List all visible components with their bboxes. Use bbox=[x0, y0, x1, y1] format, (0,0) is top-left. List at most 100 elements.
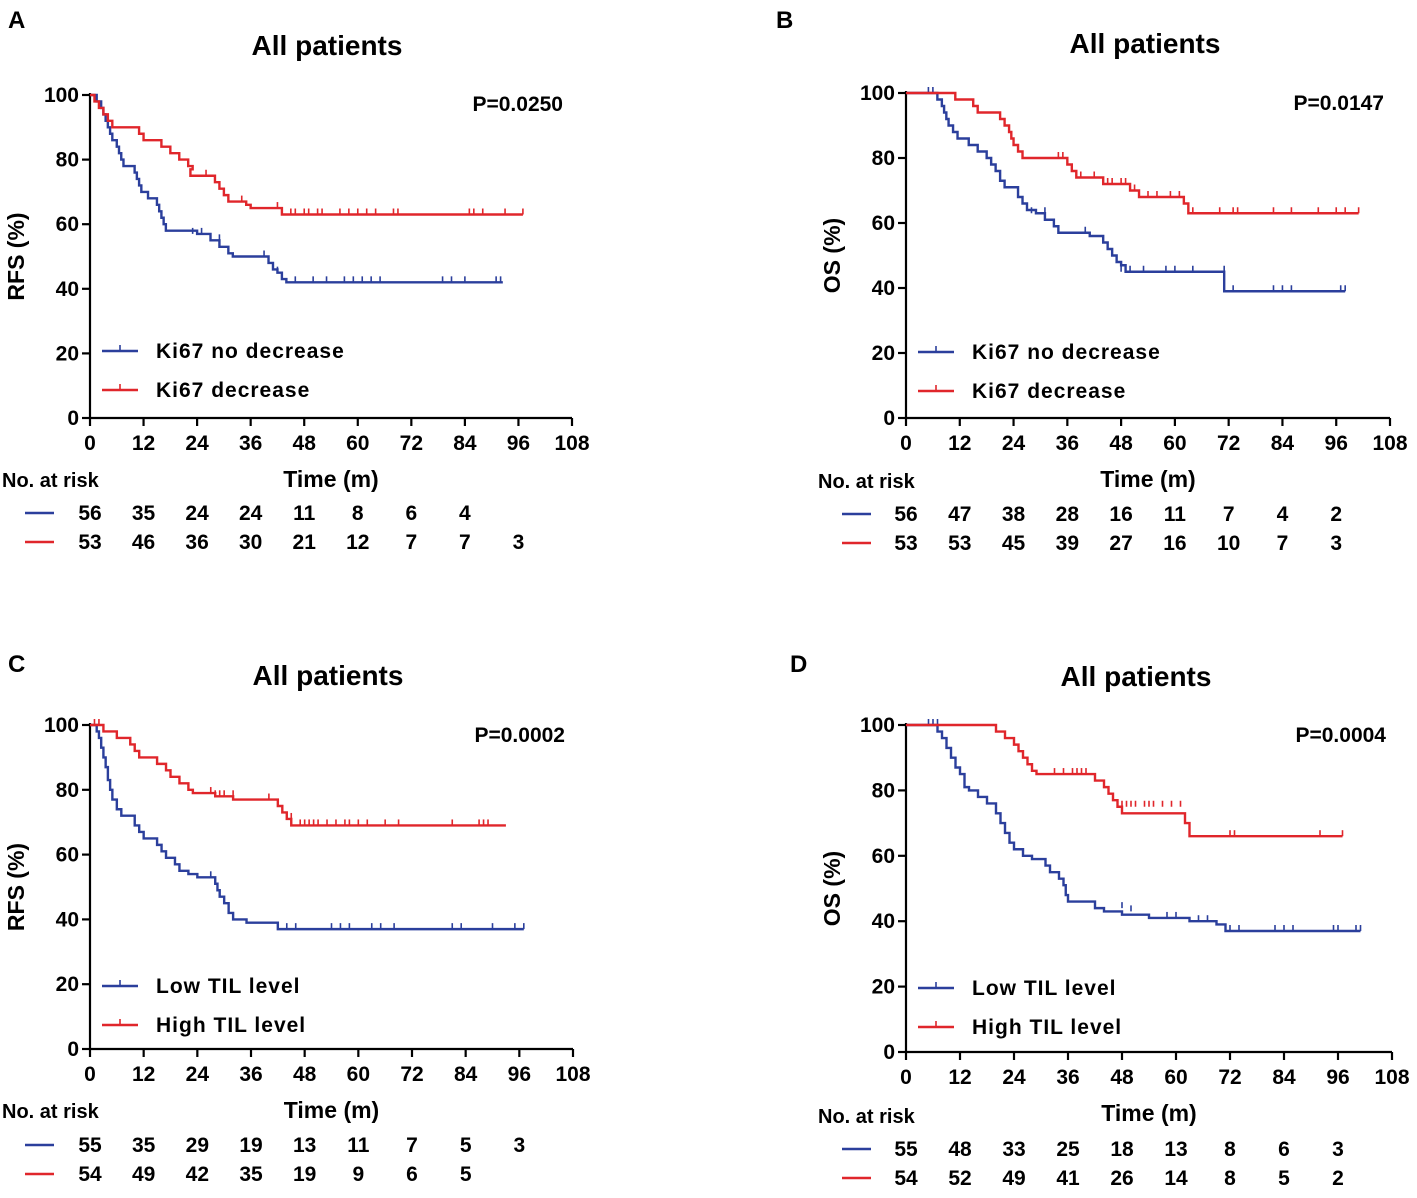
legend-label: Ki67 no decrease bbox=[972, 341, 1161, 364]
y-axis-label: OS (%) bbox=[819, 218, 845, 293]
p-value: P=0.0002 bbox=[474, 724, 565, 747]
x-tick-label: 0 bbox=[900, 432, 912, 455]
x-tick-label: 48 bbox=[293, 1063, 317, 1086]
x-tick-label: 36 bbox=[239, 1063, 262, 1086]
y-tick-label: 100 bbox=[44, 714, 79, 737]
x-tick-label: 108 bbox=[555, 1063, 590, 1086]
chart-title: All patients bbox=[252, 30, 403, 61]
x-tick-label: 24 bbox=[1002, 1066, 1026, 1089]
risk-count: 8 bbox=[1224, 1167, 1236, 1190]
risk-count: 11 bbox=[293, 502, 316, 525]
risk-count: 55 bbox=[894, 1138, 918, 1161]
y-tick-label: 80 bbox=[872, 147, 895, 170]
risk-count: 27 bbox=[1109, 532, 1132, 555]
x-axis-label: Time (m) bbox=[1101, 1100, 1196, 1126]
y-tick-label: 20 bbox=[872, 976, 895, 999]
risk-count: 3 bbox=[1332, 1138, 1344, 1161]
x-tick-label: 72 bbox=[400, 432, 423, 455]
risk-count: 38 bbox=[1002, 503, 1026, 526]
risk-count: 7 bbox=[1223, 503, 1235, 526]
risk-count: 6 bbox=[1278, 1138, 1290, 1161]
km-curve-blue bbox=[906, 91, 1346, 293]
risk-count: 33 bbox=[1002, 1138, 1025, 1161]
x-tick-label: 84 bbox=[1272, 1066, 1296, 1089]
km-curve-red bbox=[90, 93, 523, 216]
risk-table-title: No. at risk bbox=[2, 1101, 100, 1123]
risk-count: 53 bbox=[948, 532, 971, 555]
panel-letter: D bbox=[790, 651, 807, 678]
legend-label: Low TIL level bbox=[156, 975, 300, 998]
risk-count: 7 bbox=[1277, 532, 1289, 555]
y-tick-label: 80 bbox=[872, 779, 895, 802]
x-tick-label: 96 bbox=[1325, 432, 1348, 455]
x-tick-label: 108 bbox=[1372, 432, 1407, 455]
p-value: P=0.0004 bbox=[1295, 724, 1386, 747]
km-curve-red bbox=[90, 723, 506, 827]
chart-title: All patients bbox=[1061, 661, 1212, 692]
risk-count: 42 bbox=[186, 1163, 209, 1186]
y-tick-label: 40 bbox=[872, 277, 895, 300]
y-tick-label: 0 bbox=[883, 407, 895, 430]
y-tick-label: 60 bbox=[56, 844, 79, 867]
risk-count: 30 bbox=[239, 531, 262, 554]
y-tick-label: 20 bbox=[56, 342, 79, 365]
risk-count: 48 bbox=[948, 1138, 972, 1161]
risk-count: 36 bbox=[185, 531, 208, 554]
y-tick-label: 20 bbox=[56, 973, 79, 996]
risk-count: 54 bbox=[78, 1163, 102, 1186]
x-axis-label: Time (m) bbox=[1100, 466, 1195, 492]
risk-count: 7 bbox=[406, 1134, 418, 1157]
risk-count: 56 bbox=[894, 503, 917, 526]
legend-label: Ki67 decrease bbox=[156, 379, 310, 402]
x-tick-label: 0 bbox=[900, 1066, 912, 1089]
x-tick-label: 0 bbox=[84, 432, 96, 455]
risk-table-title: No. at risk bbox=[818, 1106, 916, 1128]
y-axis-label: OS (%) bbox=[819, 851, 845, 926]
risk-count: 2 bbox=[1332, 1167, 1344, 1190]
risk-count: 54 bbox=[894, 1167, 918, 1190]
x-tick-label: 60 bbox=[1164, 1066, 1187, 1089]
risk-count: 9 bbox=[352, 1163, 364, 1186]
y-tick-label: 100 bbox=[860, 714, 895, 737]
x-tick-label: 48 bbox=[1110, 1066, 1134, 1089]
y-axis-label: RFS (%) bbox=[3, 212, 29, 300]
risk-count: 35 bbox=[239, 1163, 263, 1186]
x-tick-label: 96 bbox=[507, 432, 530, 455]
legend-label: Ki67 no decrease bbox=[156, 340, 345, 363]
y-tick-label: 60 bbox=[56, 213, 79, 236]
km-curve-red bbox=[906, 723, 1343, 838]
y-tick-label: 80 bbox=[56, 779, 79, 802]
risk-count: 39 bbox=[1056, 532, 1079, 555]
x-tick-label: 12 bbox=[948, 1066, 971, 1089]
y-tick-label: 40 bbox=[56, 908, 79, 931]
risk-count: 11 bbox=[1164, 503, 1187, 526]
risk-count: 7 bbox=[459, 531, 471, 554]
x-tick-label: 24 bbox=[186, 1063, 210, 1086]
x-tick-label: 96 bbox=[508, 1063, 531, 1086]
risk-count: 35 bbox=[132, 502, 156, 525]
x-tick-label: 96 bbox=[1326, 1066, 1349, 1089]
km-curve-blue bbox=[90, 723, 524, 931]
x-tick-label: 36 bbox=[1056, 1066, 1079, 1089]
x-axis-label: Time (m) bbox=[283, 466, 378, 492]
risk-count: 45 bbox=[1002, 532, 1026, 555]
x-tick-label: 24 bbox=[1002, 432, 1026, 455]
risk-count: 11 bbox=[347, 1134, 370, 1157]
risk-count: 13 bbox=[293, 1134, 316, 1157]
y-axis-label: RFS (%) bbox=[3, 843, 29, 931]
x-tick-label: 108 bbox=[1374, 1066, 1409, 1089]
p-value: P=0.0250 bbox=[472, 93, 563, 116]
risk-table-title: No. at risk bbox=[818, 471, 916, 493]
chart-title: All patients bbox=[253, 660, 404, 691]
risk-count: 21 bbox=[293, 531, 317, 554]
y-tick-label: 60 bbox=[872, 212, 895, 235]
risk-table-title: No. at risk bbox=[2, 470, 100, 492]
risk-count: 10 bbox=[1217, 532, 1240, 555]
km-curve-red bbox=[906, 91, 1359, 215]
risk-count: 18 bbox=[1110, 1138, 1134, 1161]
x-tick-label: 60 bbox=[346, 432, 369, 455]
risk-count: 5 bbox=[1278, 1167, 1290, 1190]
